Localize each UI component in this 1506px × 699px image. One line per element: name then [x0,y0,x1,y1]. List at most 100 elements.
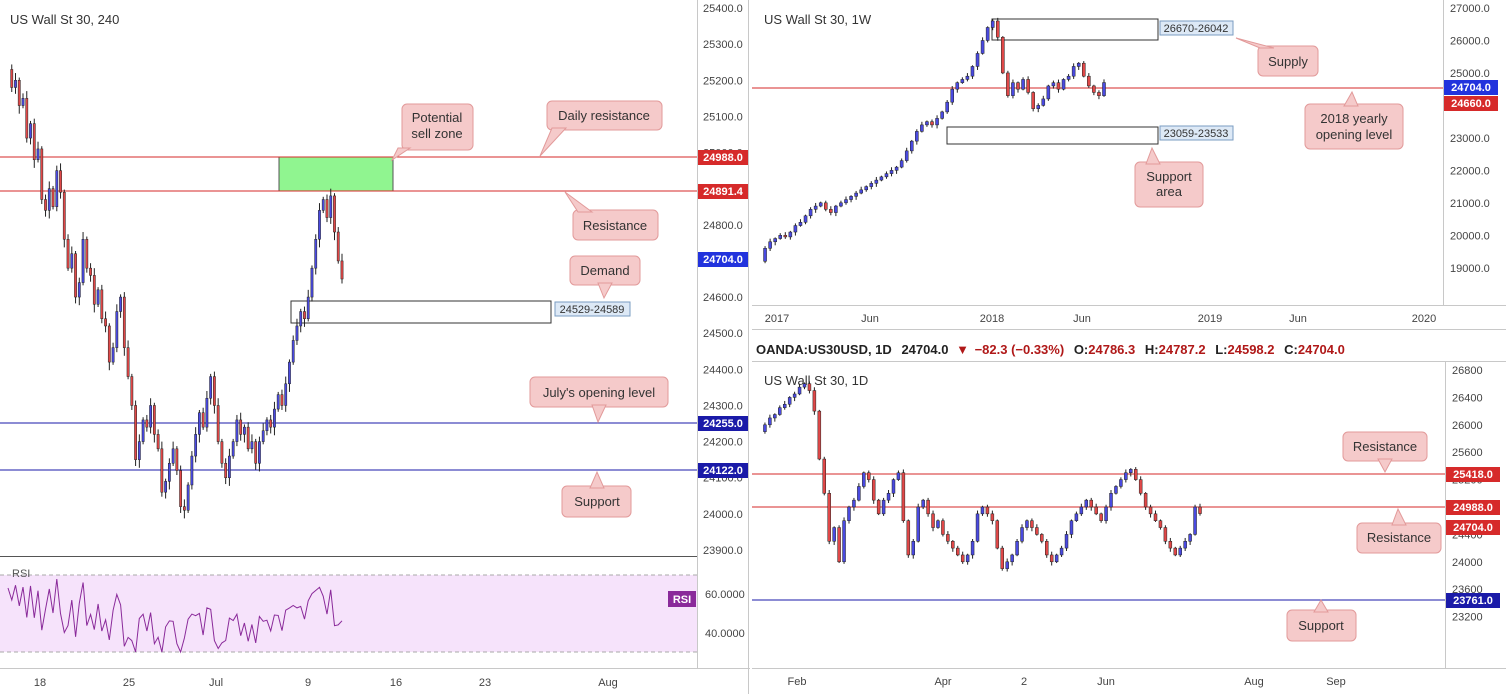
bullish-candle [310,267,314,298]
rsi-tag: RSI [673,594,691,606]
bearish-candle [17,80,21,106]
bullish-candle [1011,82,1015,96]
bearish-candle [254,441,258,464]
callout-supply: Supply [1235,37,1319,77]
x-tick: Sep [1326,676,1346,688]
h4-price-axis[interactable]: 25400.025300.025200.025100.025000.024900… [703,3,743,557]
bearish-candle [1148,506,1153,515]
bearish-candle [130,376,134,406]
price-tag-current: 24704.0 [703,254,743,266]
bullish-candle [295,325,299,341]
price-tag-24255: 24255.0 [703,418,743,430]
x-tick: Jun [861,313,879,325]
bearish-candle [990,513,995,521]
bearish-candle [336,231,340,262]
bullish-candle [802,383,807,388]
bullish-candle [14,80,17,88]
bullish-candle [889,170,894,174]
bullish-candle [209,376,213,399]
bullish-candle [852,499,856,508]
h4-chart-panel[interactable]: US Wall St 30, 240 24529-24589 Potential… [0,0,750,694]
header-change: −82.3 (−0.33%) [975,342,1065,357]
bullish-candle [854,192,858,197]
callout-daily-resistance-top: Resistance [1342,431,1428,474]
bullish-candle [1046,85,1051,100]
bullish-candle [879,176,884,181]
h4-chart-svg[interactable]: US Wall St 30, 240 24529-24589 Potential… [0,0,750,694]
bearish-candle [107,325,111,363]
weekly-time-axis[interactable]: 2017 Jun 2018 Jun 2019 Jun 2020 [765,313,1436,325]
daily-price-tag-23761: 23761.0 [1453,595,1493,607]
weekly-price-axis[interactable]: 27000.026000.025000.024000.023000.022000… [1450,3,1490,275]
bullish-candle [920,124,924,132]
bullish-candle [141,419,145,442]
bullish-candle [77,282,81,298]
callout-text: Demand [580,263,629,278]
bullish-candle [818,202,823,207]
callout-text: 2018 yearly [1320,111,1388,126]
bearish-candle [960,554,965,563]
x-tick: Aug [1244,676,1264,688]
bullish-candle [1069,520,1074,535]
rsi-pane[interactable]: RSI RSI 60.0000 40.0000 [0,568,745,654]
x-tick: 2020 [1412,313,1436,325]
bullish-candle [960,79,965,83]
bearish-candle [1099,513,1103,521]
bullish-candle [857,486,861,501]
bearish-candle [1158,520,1163,528]
y-tick: 25000.0 [1450,68,1490,80]
bearish-candle [303,311,306,319]
bullish-candle [235,419,239,442]
bullish-candle [894,166,899,171]
h4-candles [10,64,344,519]
daily-chart-panel[interactable]: OANDA:US30USD, 1D 24704.0 ▼ −82.3 (−0.33… [752,338,1506,694]
bearish-candle [1056,82,1061,90]
weekly-chart-panel[interactable]: US Wall St 30, 1W 26670-26042 23059-2353… [752,0,1506,330]
bullish-candle [70,253,74,269]
weekly-chart-svg[interactable]: US Wall St 30, 1W 26670-26042 23059-2353… [752,0,1506,330]
bullish-candle [847,506,851,521]
bullish-candle [205,397,209,428]
support-zone-label: 23059-23533 [1164,128,1229,140]
daily-time-axis[interactable]: Feb Apr 2 Jun Aug Sep [788,676,1346,688]
bullish-candle [1036,105,1041,109]
bullish-candle [985,27,990,41]
bullish-candle [886,493,891,501]
bearish-candle [1143,493,1148,508]
bearish-candle [807,383,812,391]
supply-zone-label: 26670-26042 [1164,23,1229,35]
bullish-candle [773,414,777,419]
daily-chart-svg[interactable]: OANDA:US30USD, 1D 24704.0 ▼ −82.3 (−0.33… [752,338,1506,694]
rsi-label: RSI [12,568,30,580]
x-tick: 23 [479,677,491,689]
bullish-candle [1129,469,1133,473]
bullish-candle [975,53,980,67]
y-tick: 25400.0 [703,3,743,15]
y-tick: 24000 [1452,557,1483,569]
daily-price-tag-24988: 24988.0 [1453,502,1493,514]
bearish-candle [100,289,104,319]
bearish-candle [1198,506,1202,514]
header-l: L: [1215,342,1227,357]
y-tick: 26000 [1452,420,1483,432]
bullish-candle [243,426,246,435]
y-tick: 23200 [1452,612,1483,624]
bullish-candle [862,472,866,487]
daily-price-tag-current: 24704.0 [1453,522,1493,534]
x-tick: Feb [788,676,807,688]
bullish-candle [1064,534,1069,549]
y-tick: 24800.0 [703,220,743,232]
bearish-candle [183,506,186,511]
bullish-candle [955,82,960,90]
callout-julys-opening-level: July's opening level [529,376,669,424]
bullish-candle [1010,554,1014,563]
bearish-candle [156,434,160,450]
header-h: H: [1145,342,1159,357]
bearish-candle [32,123,36,161]
bullish-candle [1188,534,1192,542]
bullish-candle [149,405,152,428]
bearish-candle [1045,541,1049,556]
bullish-candle [864,186,869,191]
bullish-candle [291,340,295,363]
h4-time-axis[interactable]: 18 25 Jul 9 16 23 Aug [34,677,618,689]
